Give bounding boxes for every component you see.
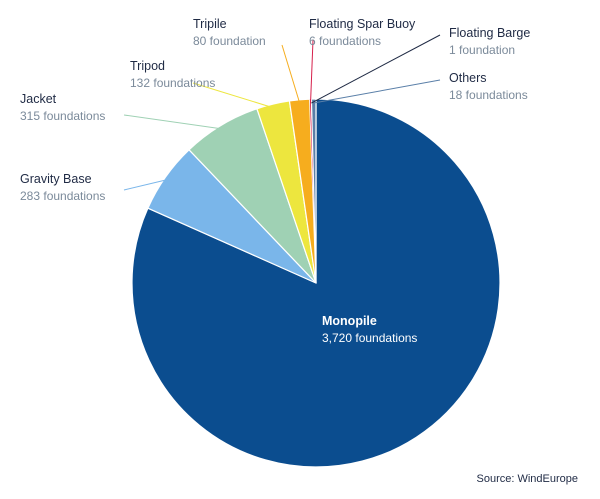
label-count: 3,720 foundations <box>322 331 418 345</box>
label-count: 132 foundations <box>130 76 216 90</box>
leader-line-jacket <box>123 114 223 130</box>
label-count: 6 foundations <box>309 34 382 48</box>
leader-line-gravity-base <box>123 178 170 191</box>
label-count: 283 foundations <box>20 189 106 203</box>
label-count: 1 foundation <box>449 43 516 57</box>
pie-slice-others <box>310 98 317 284</box>
slice-label-floating-barge: Floating Barge 1 foundation <box>449 25 530 59</box>
leader-line-others <box>313 79 441 104</box>
leader-line-tripod <box>192 82 275 109</box>
slice-label-gravity-base: Gravity Base 283 foundations <box>20 171 105 205</box>
slice-label-tripod: Tripod 132 foundations <box>130 58 215 92</box>
leader-line-tripile <box>281 44 301 104</box>
label-count: 18 foundations <box>449 88 528 102</box>
label-name: Floating Spar Buoy <box>309 17 416 31</box>
slice-label-others: Others 18 foundations <box>449 70 528 104</box>
label-name: Monopile <box>322 314 377 328</box>
slice-label-jacket: Jacket 315 foundations <box>20 91 105 125</box>
label-name: Jacket <box>20 92 57 106</box>
leader-line-floating-barge <box>311 34 441 104</box>
leader-line-floating-spar-buoy <box>310 39 314 104</box>
label-name: Others <box>449 71 487 85</box>
source-note: Source: WindEurope <box>476 473 579 485</box>
label-count: 80 foundation <box>193 34 266 48</box>
label-count: 315 foundations <box>20 109 106 123</box>
label-name: Floating Barge <box>449 26 531 40</box>
slice-label-tripile: Tripile 80 foundation <box>193 16 266 50</box>
label-name: Gravity Base <box>20 172 92 186</box>
label-name: Tripile <box>193 17 227 31</box>
pie-slice-monopile <box>131 98 501 468</box>
label-name: Tripod <box>130 59 165 73</box>
slice-label-floating-spar-buoy: Floating Spar Buoy 6 foundations <box>309 16 415 50</box>
slice-label-monopile: Monopile 3,720 foundations <box>322 313 417 347</box>
